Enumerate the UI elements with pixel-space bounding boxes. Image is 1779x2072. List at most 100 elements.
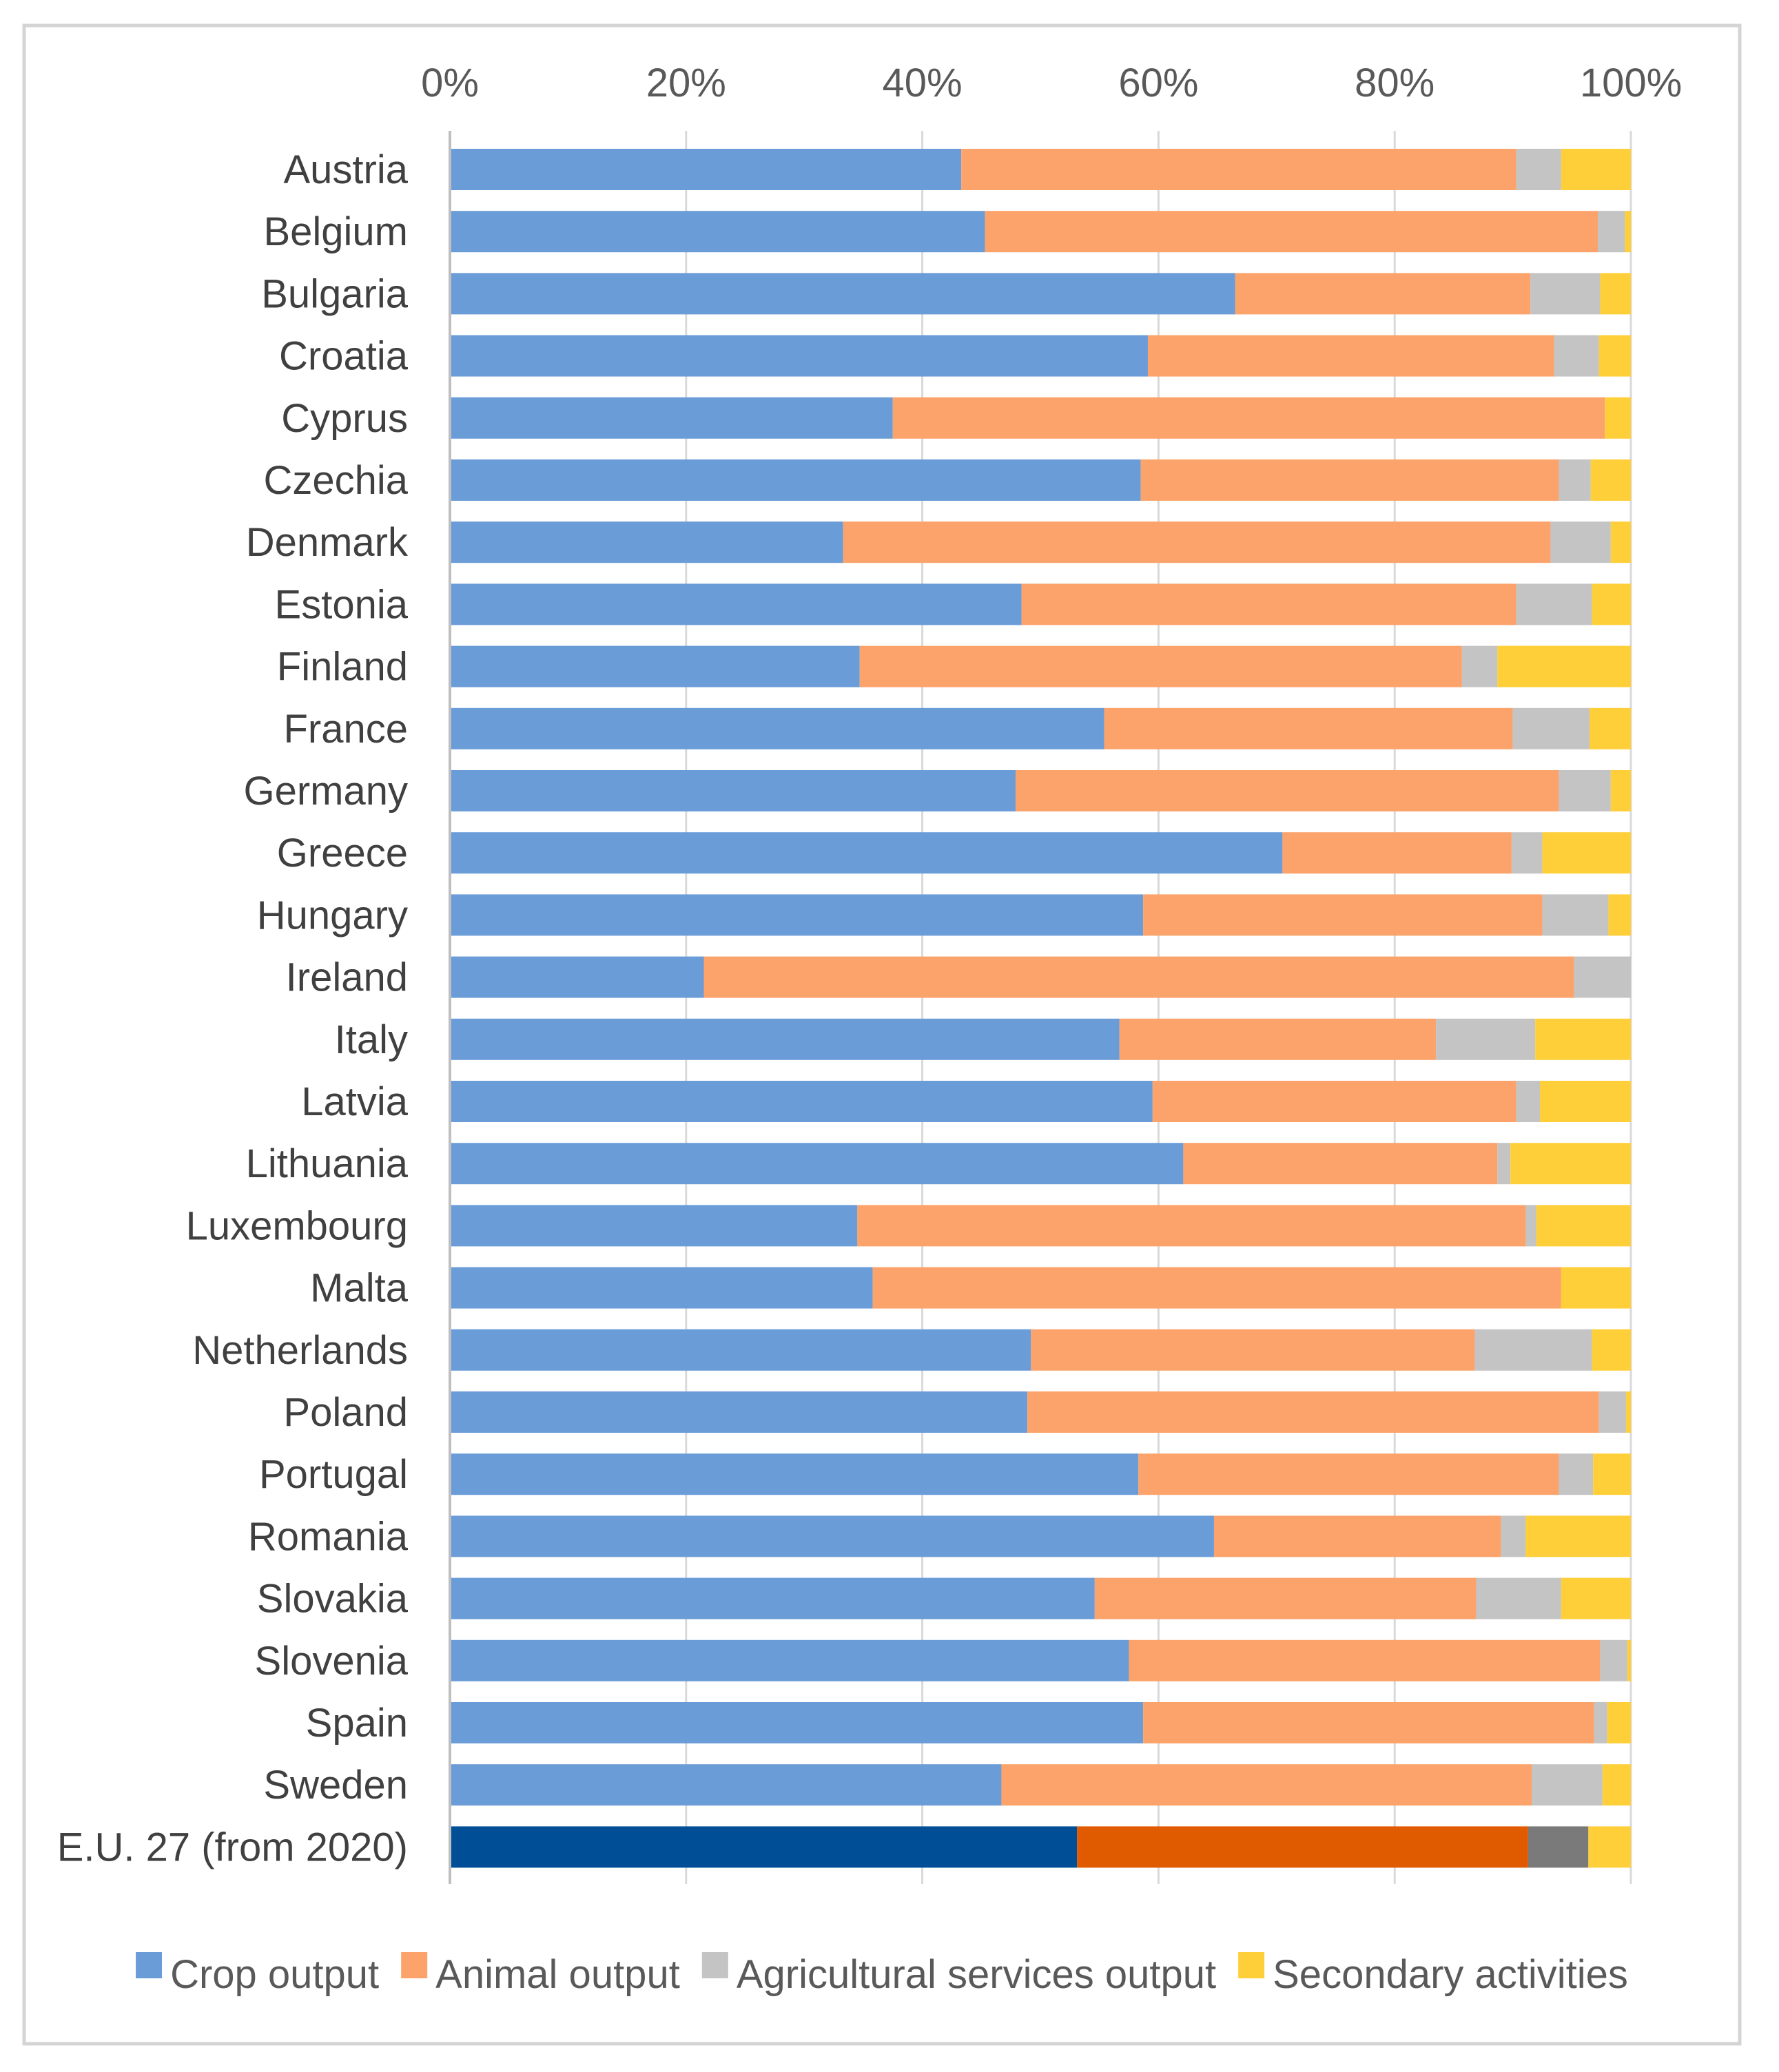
bar-netherlands-agricultural-services-output [1474, 1329, 1592, 1371]
bar-portugal-crop-output [450, 1453, 1139, 1495]
bar-lithuania-secondary-activities [1510, 1143, 1631, 1185]
bar-slovenia-secondary-activities [1627, 1639, 1631, 1681]
bar-latvia-animal-output [1152, 1081, 1516, 1122]
bar-finland-secondary-activities [1497, 645, 1631, 687]
bars [450, 149, 1631, 1868]
bar-cyprus-animal-output [892, 397, 1605, 439]
bar-denmark-animal-output [843, 521, 1551, 563]
bar-spain-crop-output [450, 1702, 1144, 1743]
bar-france-agricultural-services-output [1512, 707, 1590, 749]
bar-cyprus-crop-output [450, 397, 893, 439]
category-label-latvia: Latvia [301, 1079, 409, 1124]
bar-malta-crop-output [450, 1267, 873, 1309]
bar-hungary-secondary-activities [1608, 894, 1631, 936]
bar-estonia-animal-output [1021, 583, 1516, 625]
bar-e-u-27-from-2020-animal-output [1077, 1826, 1528, 1868]
legend-item-crop-output: Crop output [136, 1952, 379, 1997]
bar-germany-agricultural-services-output [1559, 770, 1611, 811]
bar-romania-animal-output [1213, 1515, 1501, 1557]
bar-greece-crop-output [450, 832, 1283, 874]
category-label-france: France [283, 707, 408, 752]
bar-slovakia-secondary-activities [1561, 1577, 1631, 1619]
bar-romania-crop-output [450, 1515, 1214, 1557]
x-tick-label: 80% [1355, 61, 1434, 105]
bar-sweden-crop-output [450, 1764, 1002, 1806]
bar-czechia-secondary-activities [1590, 459, 1631, 501]
bar-france-secondary-activities [1590, 707, 1631, 749]
legend-label-animal-output: Animal output [435, 1952, 680, 1997]
category-label-poland: Poland [283, 1390, 408, 1435]
bar-estonia-crop-output [450, 583, 1022, 625]
bar-austria-animal-output [961, 149, 1516, 190]
category-label-hungary: Hungary [257, 893, 408, 937]
bar-portugal-animal-output [1138, 1453, 1559, 1495]
category-label-cyprus: Cyprus [281, 396, 408, 441]
category-labels: Austria Belgium Bulgaria Croatia Cyprus Czech… [57, 147, 409, 1869]
legend-swatch-secondary-activities [1238, 1952, 1265, 1978]
legend-label-agricultural-services-output: Agricultural services output [737, 1952, 1216, 1997]
bar-poland-secondary-activities [1626, 1391, 1631, 1433]
bar-france-crop-output [450, 707, 1104, 749]
bar-belgium-secondary-activities [1625, 211, 1631, 253]
bar-ireland-crop-output [450, 956, 704, 998]
legend-item-secondary-activities: Secondary activities [1238, 1952, 1628, 1997]
bar-czechia-animal-output [1140, 459, 1559, 501]
bar-slovakia-crop-output [450, 1577, 1095, 1619]
category-label-portugal: Portugal [259, 1452, 408, 1497]
bar-greece-agricultural-services-output [1511, 832, 1543, 874]
bar-bulgaria-animal-output [1235, 273, 1531, 315]
bar-austria-secondary-activities [1561, 149, 1631, 190]
legend-label-secondary-activities: Secondary activities [1273, 1952, 1628, 1997]
bar-spain-animal-output [1143, 1702, 1594, 1743]
bar-hungary-crop-output [450, 894, 1144, 936]
bar-spain-agricultural-services-output [1594, 1702, 1607, 1743]
x-tick-label: 40% [883, 61, 963, 105]
category-label-lithuania: Lithuania [246, 1141, 409, 1186]
bar-latvia-crop-output [450, 1081, 1153, 1122]
bar-sweden-agricultural-services-output [1532, 1764, 1603, 1806]
bar-slovenia-agricultural-services-output [1600, 1639, 1627, 1681]
bar-estonia-agricultural-services-output [1516, 583, 1592, 625]
bar-croatia-crop-output [450, 335, 1148, 377]
legend-swatch-crop-output [136, 1952, 163, 1978]
category-label-belgium: Belgium [263, 209, 408, 254]
bar-germany-animal-output [1016, 770, 1559, 811]
x-tick-label: 0% [421, 61, 479, 105]
bar-lithuania-crop-output [450, 1143, 1184, 1185]
bar-luxembourg-animal-output [857, 1205, 1526, 1247]
bar-finland-crop-output [450, 645, 860, 687]
category-label-spain: Spain [306, 1701, 408, 1745]
bar-spain-secondary-activities [1607, 1702, 1631, 1743]
bar-czechia-crop-output [450, 459, 1141, 501]
legend: Crop output Animal output Agricultural ser… [136, 1952, 1628, 1997]
legend-item-agricultural-services-output: Agricultural services output [701, 1952, 1216, 1997]
bar-croatia-secondary-activities [1598, 335, 1631, 377]
x-tick-label: 60% [1118, 61, 1198, 105]
category-label-austria: Austria [283, 147, 408, 192]
category-label-netherlands: Netherlands [192, 1328, 408, 1373]
category-label-czechia: Czechia [263, 458, 408, 503]
category-label-estonia: Estonia [275, 582, 409, 627]
category-label-finland: Finland [277, 645, 408, 690]
bar-slovakia-animal-output [1094, 1577, 1477, 1619]
bar-italy-crop-output [450, 1018, 1120, 1060]
bar-poland-crop-output [450, 1391, 1028, 1433]
category-label-germany: Germany [243, 769, 408, 814]
bar-romania-agricultural-services-output [1501, 1515, 1526, 1557]
bar-latvia-agricultural-services-output [1516, 1081, 1541, 1122]
category-label-romania: Romania [248, 1514, 409, 1559]
bar-slovenia-crop-output [450, 1639, 1129, 1681]
category-label-slovakia: Slovakia [257, 1577, 409, 1622]
bar-e-u-27-from-2020-agricultural-services-output [1528, 1826, 1589, 1868]
bar-belgium-animal-output [985, 211, 1598, 253]
bar-netherlands-animal-output [1031, 1329, 1475, 1371]
bar-austria-agricultural-services-output [1516, 149, 1561, 190]
bar-greece-secondary-activities [1542, 832, 1631, 874]
bar-slovenia-animal-output [1129, 1639, 1601, 1681]
bar-bulgaria-crop-output [450, 273, 1235, 315]
bar-bulgaria-secondary-activities [1600, 273, 1631, 315]
bar-denmark-secondary-activities [1610, 521, 1631, 563]
bar-lithuania-agricultural-services-output [1497, 1143, 1511, 1185]
bar-germany-secondary-activities [1610, 770, 1631, 811]
bar-france-animal-output [1104, 707, 1513, 749]
